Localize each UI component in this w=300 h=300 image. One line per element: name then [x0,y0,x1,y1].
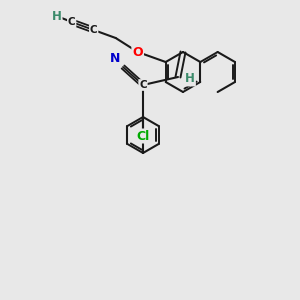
Text: Cl: Cl [136,130,150,142]
Text: N: N [110,52,120,65]
Text: N: N [110,52,120,65]
Text: H: H [185,73,195,85]
Text: C: C [68,17,76,27]
Text: O: O [132,46,143,59]
Text: C: C [90,25,98,35]
Text: C: C [139,80,147,90]
Text: H: H [52,10,61,22]
